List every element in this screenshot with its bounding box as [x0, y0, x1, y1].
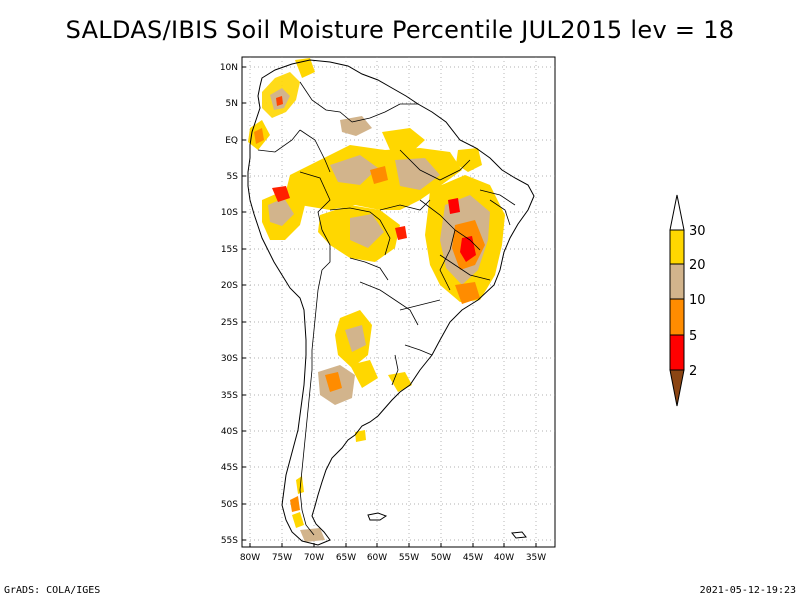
footer-timestamp: 2021-05-12-19:23 [699, 585, 796, 596]
x-tick-label: 70W [304, 553, 324, 563]
y-tick-label: 40S [221, 427, 238, 437]
shade-chile-south2 [292, 512, 304, 528]
shade-amazon-tan1 [330, 155, 378, 185]
country-borders [257, 81, 516, 536]
island-east [511, 531, 527, 539]
shade-chile-south1 [290, 496, 300, 512]
colorbar-label: 20 [689, 258, 706, 273]
soil-moisture-shading [248, 58, 505, 542]
map-frame [241, 56, 556, 548]
colorbar-bottom-triangle [669, 369, 685, 407]
x-axis-ticks [249, 543, 537, 547]
colorbar-label: 2 [689, 364, 697, 379]
shade-chaco-tan [345, 325, 366, 352]
shade-amazon-tan2 [395, 158, 440, 190]
shade-bolivia-red [395, 226, 407, 240]
colorbar-labels: 30 20 10 5 2 [689, 224, 706, 379]
y-tick-label: EQ [225, 136, 238, 146]
x-axis-labels: 80W 75W 70W 65W 60W 55W 50W 45W 40W 35W [240, 553, 546, 563]
y-tick-label: 50S [221, 500, 238, 510]
shade-patagonia-west [296, 476, 304, 494]
y-tick-label: 35S [221, 391, 238, 401]
y-axis-ticks [242, 66, 246, 541]
x-tick-label: 65W [336, 553, 356, 563]
shade-colombia-red [276, 96, 283, 106]
x-tick-label: 55W [399, 553, 419, 563]
colorbar-label: 30 [689, 224, 706, 239]
shade-uruguay [388, 372, 412, 392]
colorbar-top-triangle [669, 194, 685, 231]
shade-roraima [340, 116, 372, 136]
colorbar [669, 194, 685, 407]
x-tick-label: 75W [272, 553, 292, 563]
y-tick-label: 20S [221, 281, 238, 291]
colorbar-segment-10-20 [669, 263, 685, 300]
shade-ecuador-orange [254, 128, 264, 144]
shade-tierra-del-fuego [300, 528, 325, 542]
x-tick-label: 40W [494, 553, 514, 563]
map-title: SALDAS/IBIS Soil Moisture Percentile JUL… [65, 16, 735, 44]
x-tick-label: 80W [240, 553, 260, 563]
shade-amazon-orange [370, 166, 388, 184]
colorbar-segment-2-5 [669, 334, 685, 371]
y-axis-labels: 10N 5N EQ 5S 10S 15S 20S 25S 30S 35S 40S… [220, 63, 238, 546]
falklands [367, 512, 388, 521]
y-tick-label: 30S [221, 354, 238, 364]
x-tick-label: 50W [431, 553, 451, 563]
x-tick-label: 45W [463, 553, 483, 563]
shade-east-brazil-red2 [448, 198, 460, 214]
x-tick-label: 60W [367, 553, 387, 563]
y-tick-label: 5N [226, 99, 238, 109]
shade-guiana [382, 128, 425, 152]
colorbar-segment-20-30 [669, 229, 685, 265]
y-tick-label: 15S [221, 245, 238, 255]
shade-sao-paulo [455, 282, 480, 304]
shade-ne-brazil [456, 148, 482, 172]
shade-pampas [355, 430, 366, 442]
colorbar-label: 5 [689, 329, 697, 344]
shade-bolivia-tan [350, 214, 384, 248]
y-tick-label: 5S [227, 172, 239, 182]
footer-credit: GrADS: COLA/IGES [4, 585, 101, 596]
shade-argentina-orange [325, 372, 342, 392]
y-tick-label: 10N [220, 63, 238, 73]
y-tick-label: 10S [221, 208, 238, 218]
y-tick-label: 55S [221, 536, 238, 546]
south-america-coast [247, 59, 535, 546]
colorbar-label: 10 [689, 293, 706, 308]
shade-peru-red [272, 186, 290, 202]
shade-venezuela-north [295, 58, 315, 78]
x-tick-label: 35W [526, 553, 546, 563]
colorbar-segment-5-10 [669, 298, 685, 336]
map-gridlines [242, 57, 555, 547]
coastlines [247, 59, 535, 546]
shade-peru-tan [268, 198, 294, 226]
y-tick-label: 45S [221, 463, 238, 473]
y-tick-label: 25S [221, 318, 238, 328]
shade-argentina-yellow [350, 360, 378, 388]
